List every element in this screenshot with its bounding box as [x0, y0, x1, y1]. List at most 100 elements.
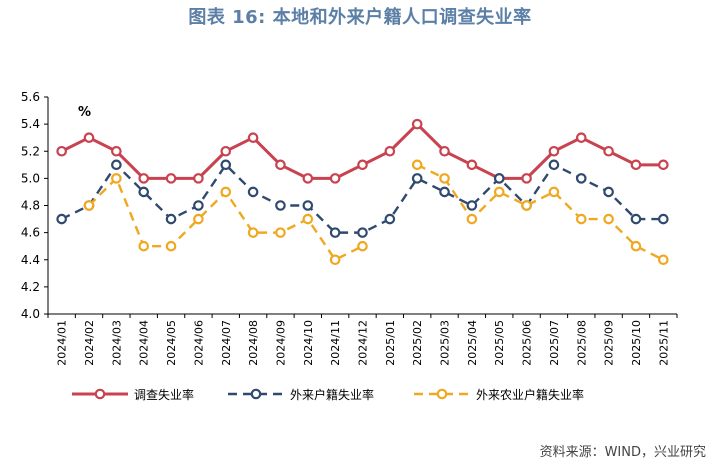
data-point	[603, 213, 614, 225]
x-tick-label: 2024/08	[247, 320, 260, 366]
x-tick-label: 2025/02	[411, 320, 424, 366]
y-tick-label: 4.8	[21, 199, 40, 213]
x-tick-label: 2024/09	[274, 320, 287, 366]
data-point	[165, 213, 177, 225]
x-tick-label: 2025/05	[493, 320, 506, 366]
legend-label: 外来农业户籍失业率	[476, 387, 584, 402]
data-point	[247, 132, 259, 143]
data-point	[247, 227, 259, 238]
axes: 4.0 4.2 4.4 4.6 4.8 5.0 5.2 5.4 5.6% 2024/01 2024/…	[21, 90, 678, 366]
data-point	[411, 173, 423, 184]
x-tick-label: 2024/03	[110, 320, 123, 366]
data-point	[111, 173, 122, 184]
data-point	[83, 132, 95, 143]
data-point	[165, 173, 177, 184]
data-point	[466, 200, 478, 211]
y-tick-label: 5.0	[21, 171, 40, 185]
series-layer	[56, 118, 669, 266]
data-point	[193, 173, 204, 184]
data-point	[111, 145, 122, 157]
data-point	[575, 173, 587, 184]
data-point	[521, 200, 532, 211]
series-2	[56, 159, 669, 238]
data-point	[630, 159, 642, 171]
y-tick-label: 5.4	[21, 117, 40, 131]
data-point	[83, 200, 95, 211]
data-point	[357, 227, 368, 238]
x-tick-label: 2025/09	[603, 320, 616, 366]
data-point	[658, 159, 669, 171]
data-point	[384, 213, 396, 225]
data-point	[275, 159, 286, 171]
data-point	[411, 159, 423, 171]
data-point	[165, 240, 177, 252]
data-point	[329, 227, 341, 238]
legend-marker	[250, 388, 262, 400]
data-point	[357, 159, 368, 171]
data-point	[111, 159, 122, 171]
data-point	[357, 240, 368, 252]
series-line	[61, 163, 664, 234]
data-point	[302, 213, 314, 225]
data-point	[275, 227, 286, 238]
data-point	[548, 186, 560, 198]
x-tick-label: 2024/07	[220, 320, 233, 366]
legend-marker	[436, 388, 448, 400]
x-tick-label: 2025/07	[548, 320, 561, 366]
data-point	[247, 186, 259, 198]
data-point	[439, 145, 450, 157]
legend-marker	[94, 388, 106, 400]
data-point	[220, 145, 232, 157]
data-point	[193, 200, 204, 211]
data-point	[630, 213, 642, 225]
data-point	[56, 213, 67, 225]
x-tick-label: 2025/03	[439, 320, 452, 366]
x-tick-label: 2024/10	[302, 320, 315, 366]
y-tick-label: 5.2	[21, 144, 40, 158]
source-note: 资料来源：WIND，兴业研究	[539, 445, 706, 460]
data-point	[56, 145, 67, 157]
data-point	[548, 145, 560, 157]
y-tick-label: 4.0	[21, 307, 40, 321]
data-point	[466, 159, 478, 171]
x-tick-label: 2024/05	[165, 320, 178, 366]
x-tick-label: 2025/10	[630, 320, 643, 366]
data-point	[521, 173, 532, 184]
data-point	[193, 213, 204, 225]
data-point	[275, 200, 286, 211]
data-point	[658, 213, 669, 225]
x-tick-label: 2025/04	[466, 320, 479, 366]
data-point	[384, 145, 396, 157]
series-line	[416, 163, 664, 261]
x-tick-label: 2025/08	[575, 320, 588, 366]
legend-label: 调查失业率	[134, 387, 194, 402]
data-point	[138, 186, 150, 198]
x-tick-label: 2024/01	[56, 320, 69, 366]
data-point	[302, 200, 314, 211]
series-3	[83, 159, 669, 266]
data-point	[658, 254, 669, 266]
data-point	[138, 240, 150, 252]
data-point	[466, 213, 478, 225]
x-tick-label: 2025/06	[521, 320, 534, 366]
chart-title: 图表 16: 本地和外来户籍人口调查失业率	[188, 7, 532, 28]
x-tick-label: 2024/02	[83, 320, 96, 366]
x-tick-label: 2024/11	[329, 320, 342, 366]
data-point	[302, 173, 314, 184]
data-point	[493, 173, 505, 184]
data-point	[603, 186, 614, 198]
y-tick-label: 4.6	[21, 226, 40, 240]
legend-label: 外来户籍失业率	[290, 387, 374, 402]
data-point	[329, 254, 341, 266]
data-point	[575, 213, 587, 225]
data-point	[603, 145, 614, 157]
y-unit-label: %	[78, 105, 91, 120]
data-point	[439, 186, 450, 198]
x-tick-label: 2024/04	[138, 320, 151, 366]
series-1	[56, 118, 669, 184]
data-point	[575, 132, 587, 143]
series-line	[61, 122, 664, 180]
y-tick-label: 4.2	[21, 280, 40, 294]
data-point	[220, 186, 232, 198]
